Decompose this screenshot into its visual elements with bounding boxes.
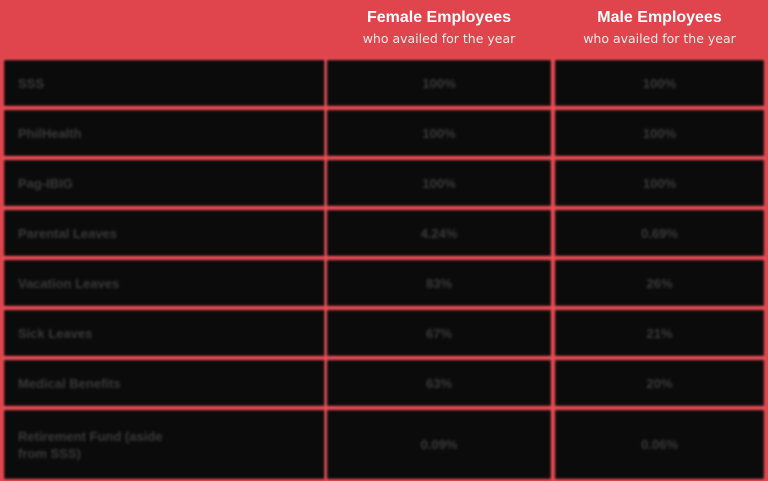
male-column-header: Male Employees who availed for the year (553, 6, 766, 48)
male-value: 21% (553, 308, 766, 358)
female-value: 100% (325, 158, 553, 208)
table-header: Female Employees who availed for the yea… (0, 0, 768, 58)
male-value: 26% (553, 258, 766, 308)
female-value: 67% (325, 308, 553, 358)
female-value: 83% (325, 258, 553, 308)
female-column-title: Female Employees (366, 9, 512, 26)
row-label: Medical Benefits (2, 358, 327, 408)
male-column-title: Male Employees (597, 9, 722, 26)
table-row: PhilHealth 100% 100% (0, 108, 768, 158)
female-value: 100% (325, 108, 553, 158)
male-value: 20% (553, 358, 766, 408)
table-row: Vacation Leaves 83% 26% (0, 258, 768, 308)
row-label: SSS (2, 58, 327, 108)
table-row: Parental Leaves 4.24% 0.69% (0, 208, 768, 258)
male-value: 100% (553, 158, 766, 208)
male-value: 100% (553, 58, 766, 108)
female-column-subtitle: who availed for the year (362, 31, 516, 46)
female-value: 100% (325, 58, 553, 108)
table-row: Medical Benefits 63% 20% (0, 358, 768, 408)
male-value: 100% (553, 108, 766, 158)
table-row: Pag-IBIG 100% 100% (0, 158, 768, 208)
row-label: Vacation Leaves (2, 258, 327, 308)
row-label: Retirement Fund (aside from SSS) (2, 408, 327, 481)
female-value: 4.24% (325, 208, 553, 258)
row-label: Sick Leaves (2, 308, 327, 358)
row-label: Parental Leaves (2, 208, 327, 258)
male-value: 0.69% (553, 208, 766, 258)
male-column-subtitle: who availed for the year (583, 31, 736, 46)
female-column-header: Female Employees who availed for the yea… (325, 6, 553, 48)
male-value: 0.06% (553, 408, 766, 481)
row-label: Pag-IBIG (2, 158, 327, 208)
row-label: PhilHealth (2, 108, 327, 158)
table-row: SSS 100% 100% (0, 58, 768, 108)
table-row: Sick Leaves 67% 21% (0, 308, 768, 358)
female-value: 0.09% (325, 408, 553, 481)
female-value: 63% (325, 358, 553, 408)
table-row: Retirement Fund (aside from SSS) 0.09% 0… (0, 408, 768, 481)
